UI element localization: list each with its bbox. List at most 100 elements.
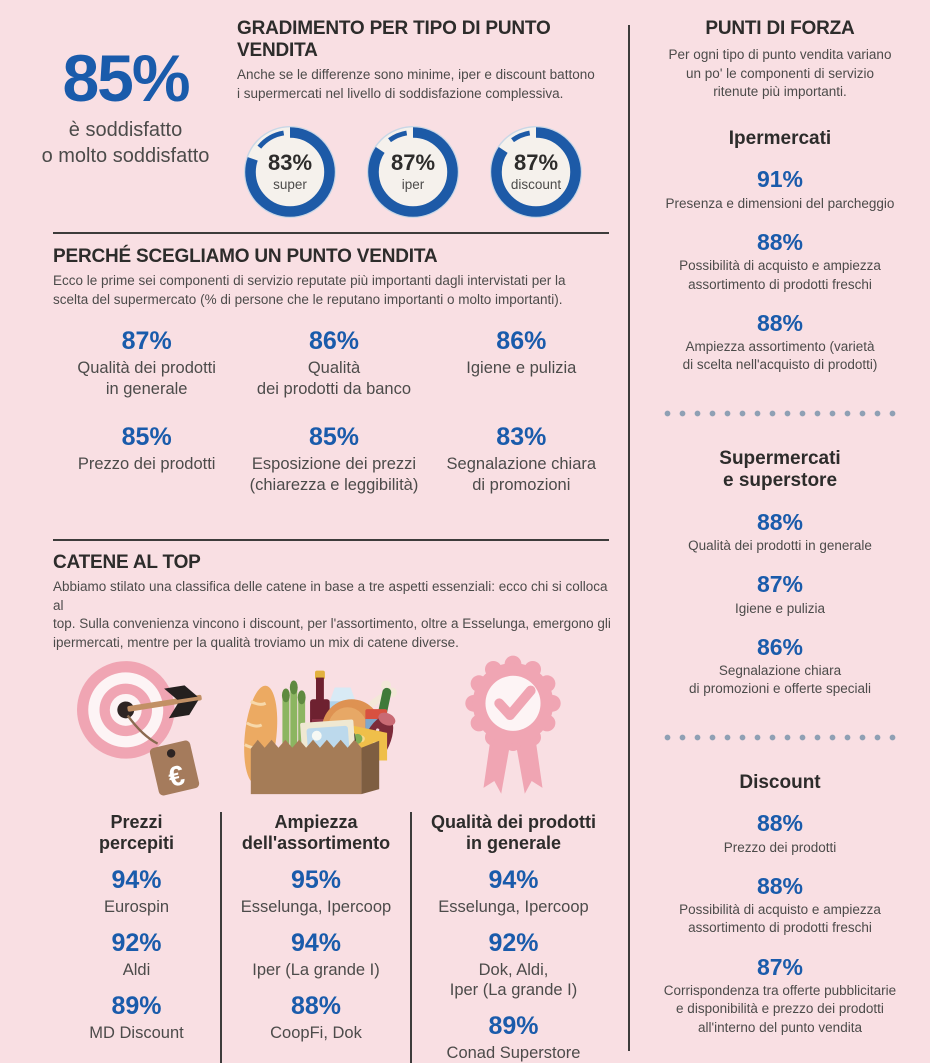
rank-entry: 92% Aldi [59, 929, 214, 980]
donut-ring-icon [366, 126, 460, 219]
stat-item: 85% Esposizione dei prezzi (chiarezza e … [240, 423, 427, 495]
catene-ranking-grid: Prezzi percepiti 94% Eurospin 92% Aldi 8… [53, 812, 615, 1063]
section-gradimento: GRADIMENTO PER TIPO DI PUNTO VENDITA Anc… [237, 18, 632, 225]
donut-value: 87% [390, 150, 436, 176]
group-name-ipermercati: Ipermercati [728, 127, 832, 149]
donut-ring-icon [489, 126, 583, 219]
donut-chart-row: 83% super 87% iper [237, 119, 632, 225]
rank-column-title: Qualità dei prodotti in generale [431, 812, 596, 854]
stat-label: Segnalazione chiara di promozioni [446, 455, 597, 494]
rank-entry: 94% Iper (La grande I) [228, 929, 404, 980]
rank-entry: 89% Conad Superstore [418, 1012, 609, 1063]
rstat-label: Presenza e dimensioni del parcheggio [665, 195, 895, 211]
punti-title: PUNTI DI FORZA [705, 18, 855, 39]
rank-column-title: Prezzi percepiti [98, 812, 175, 854]
donut-label: super [273, 177, 307, 193]
rank-value: 94% [488, 866, 539, 895]
perche-stats-grid: 87% Qualità dei prodotti in generale 86%… [53, 327, 615, 495]
stat-label: Esposizione dei prezzi (chiarezza e legg… [249, 455, 419, 494]
donut-value: 87% [513, 150, 559, 176]
stat-value: 85% [121, 423, 172, 452]
rstat-value: 88% [756, 309, 804, 336]
grocery-bag-icon [244, 670, 397, 794]
rstat-label: Qualità dei prodotti in generale [688, 537, 872, 553]
hero-caption: è soddisfatto o molto soddisfatto [41, 119, 210, 168]
donut-label: iper [401, 177, 425, 193]
target-dart-euro-icon: € [76, 660, 202, 795]
stat-value: 86% [308, 327, 360, 356]
donut-chart-super: 83% super [237, 119, 343, 225]
group-name-discount: Discount [739, 771, 821, 793]
rank-value: 88% [290, 992, 342, 1021]
donut-value: 83% [267, 150, 313, 176]
rstat-value: 86% [756, 633, 804, 660]
punti-subtitle: Per ogni tipo di punto vendita variano u… [668, 47, 892, 100]
stat-label: Prezzo dei prodotti [77, 455, 216, 473]
rank-entry: 88% CoopFi, Dok [228, 992, 404, 1043]
hero-value: 85% [62, 41, 190, 115]
rank-label: Iper (La grande I) [252, 961, 380, 980]
group-name-supermercati: Supermercati e superstore [719, 447, 841, 492]
donut-ring-icon [243, 126, 337, 219]
rank-label: Dok, Aldi, Iper (La grande I) [449, 961, 578, 1000]
perche-title: PERCHÉ SCEGLIAMO UN PUNTO VENDITA [53, 246, 438, 267]
stat-value: 86% [496, 327, 547, 356]
stat-item: 87% Qualità dei prodotti in generale [53, 327, 240, 399]
section-catene: CATENE AL TOP Abbiamo stilato una classi… [53, 552, 615, 653]
rstat-value: 88% [756, 810, 804, 837]
rstat-label: Igiene e pulizia [734, 600, 826, 616]
rstat-value: 88% [756, 508, 804, 535]
rstat-label: Possibilità di acquisto e ampiezza assor… [679, 902, 881, 936]
catene-title: CATENE AL TOP [53, 552, 201, 573]
dotted-divider [663, 732, 897, 742]
horizontal-divider [53, 232, 609, 234]
horizontal-divider [53, 539, 609, 541]
stat-item: 85% Prezzo dei prodotti [53, 423, 240, 495]
donut-label: discount [510, 177, 562, 193]
stat-label: Qualità dei prodotti in generale [77, 359, 216, 398]
rank-value: 89% [111, 992, 162, 1021]
rank-label: Eurospin [103, 898, 170, 917]
section-perche: PERCHÉ SCEGLIAMO UN PUNTO VENDITA Ecco l… [53, 246, 615, 495]
rank-label: Aldi [122, 961, 151, 980]
rstat-value: 88% [756, 228, 804, 255]
rstat-label: Ampiezza assortimento (varietà di scelta… [682, 339, 878, 373]
rank-value: 95% [290, 866, 342, 895]
gradimento-subtitle: Anche se le differenze sono minime, iper… [237, 67, 595, 101]
rstat-value: 91% [756, 166, 804, 193]
rstat-value: 87% [756, 953, 804, 980]
rank-column-title: Ampiezza dell'assortimento [241, 812, 391, 854]
section-punti-di-forza: PUNTI DI FORZA Per ogni tipo di punto ve… [648, 18, 912, 1037]
stat-item: 86% Qualità dei prodotti da banco [240, 327, 427, 399]
rank-value: 94% [290, 929, 342, 958]
rank-value: 92% [488, 929, 539, 958]
rank-value: 94% [111, 866, 162, 895]
stat-label: Qualità dei prodotti da banco [256, 359, 412, 398]
award-rosette-icon [464, 655, 561, 794]
rstat-value: 88% [756, 872, 804, 899]
rstat-label: Segnalazione chiara di promozioni e offe… [688, 663, 872, 697]
donut-chart-discount: 87% discount [483, 119, 589, 225]
rank-label: Esselunga, Ipercoop [240, 898, 392, 917]
perche-subtitle: Ecco le prime sei componenti di servizio… [53, 273, 566, 307]
rank-entry: 92% Dok, Aldi, Iper (La grande I) [418, 929, 609, 1000]
stat-label: Igiene e pulizia [466, 359, 577, 377]
catene-subtitle: Abbiamo stilato una classifica delle cat… [53, 579, 611, 650]
rank-label: MD Discount [89, 1023, 184, 1042]
stat-item: 86% Igiene e pulizia [428, 327, 615, 399]
rstat-value: 87% [756, 571, 804, 598]
rank-column-prezzi: Prezzi percepiti 94% Eurospin 92% Aldi 8… [53, 812, 220, 1063]
stat-value: 83% [496, 423, 547, 452]
rank-value: 92% [111, 929, 162, 958]
stat-value: 87% [121, 327, 172, 356]
euro-symbol: € [165, 759, 188, 793]
rstat-label: Prezzo dei prodotti [723, 839, 837, 855]
vertical-divider [628, 25, 630, 1051]
rank-entry: 89% MD Discount [59, 992, 214, 1043]
rank-entry: 94% Eurospin [59, 866, 214, 917]
rstat-label: Possibilità di acquisto e ampiezza assor… [679, 258, 881, 292]
hero-satisfaction: 85% è soddisfatto o molto soddisfatto [18, 41, 233, 169]
rank-value: 89% [488, 1012, 539, 1041]
stat-item: 83% Segnalazione chiara di promozioni [428, 423, 615, 495]
rstat-label: Corrispondenza tra offerte pubblicitarie… [663, 983, 897, 1035]
